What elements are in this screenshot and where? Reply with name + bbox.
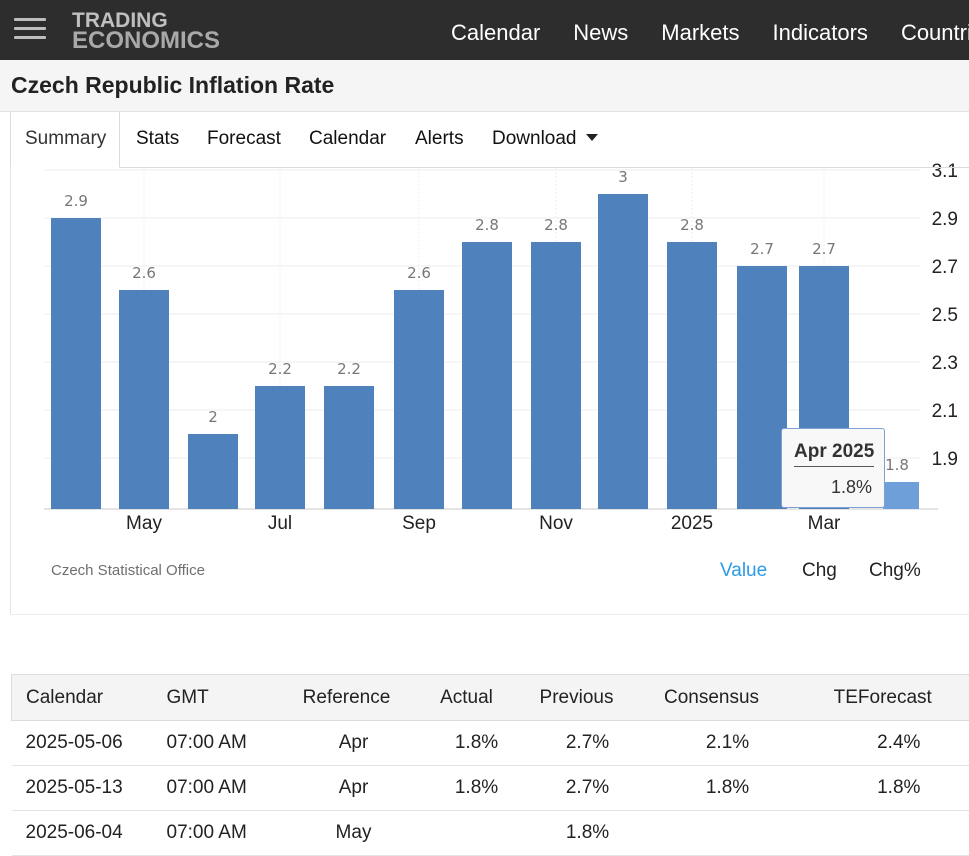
bar bbox=[119, 290, 169, 509]
tab-bar: Summary Stats Forecast Calendar Alerts D… bbox=[10, 112, 969, 168]
tab-summary[interactable]: Summary bbox=[10, 112, 120, 168]
cell-reference: Apr bbox=[287, 766, 407, 811]
bar bbox=[394, 290, 444, 509]
calendar-table: Calendar GMT Reference Actual Previous C… bbox=[11, 674, 969, 856]
y-tick-label: 1.9 bbox=[932, 449, 958, 470]
data-label: 1.8 bbox=[885, 456, 909, 474]
chg-percent-button[interactable]: Chg% bbox=[869, 560, 921, 582]
y-tick-label: 2.5 bbox=[932, 305, 958, 326]
cell-teforecast bbox=[797, 811, 969, 856]
bar bbox=[188, 434, 238, 509]
bar bbox=[883, 482, 919, 509]
header-previous: Previous bbox=[527, 675, 627, 721]
tab-download-label: Download bbox=[492, 128, 577, 149]
tab-calendar[interactable]: Calendar bbox=[309, 128, 386, 150]
bar bbox=[324, 386, 374, 509]
cell-previous: 1.8% bbox=[527, 811, 627, 856]
bar bbox=[598, 194, 648, 509]
tooltip-divider bbox=[794, 466, 874, 467]
cell-actual: 1.8% bbox=[407, 721, 527, 766]
header-reference: Reference bbox=[287, 675, 407, 721]
cell-teforecast: 2.4% bbox=[797, 721, 969, 766]
header-calendar: Calendar bbox=[12, 675, 167, 721]
header-gmt: GMT bbox=[167, 675, 287, 721]
tooltip-date: Apr 2025 bbox=[794, 441, 874, 463]
data-label: 2.6 bbox=[407, 264, 431, 282]
data-label: 2.2 bbox=[337, 360, 361, 378]
y-tick-label: 2.3 bbox=[932, 353, 958, 374]
cell-previous: 2.7% bbox=[527, 721, 627, 766]
value-button[interactable]: Value bbox=[720, 560, 767, 582]
tab-forecast[interactable]: Forecast bbox=[207, 128, 281, 150]
bar bbox=[667, 242, 717, 509]
cell-gmt: 07:00 AM bbox=[167, 721, 287, 766]
cell-reference: Apr bbox=[287, 721, 407, 766]
header-teforecast: TEForecast bbox=[797, 675, 969, 721]
x-tick-label: 2025 bbox=[671, 513, 713, 534]
cell-date: 2025-06-04 bbox=[12, 811, 167, 856]
data-label: 2.8 bbox=[680, 216, 704, 234]
y-tick-label: 2.1 bbox=[932, 401, 958, 422]
bar bbox=[531, 242, 581, 509]
cell-date: 2025-05-06 bbox=[12, 721, 167, 766]
cell-consensus bbox=[627, 811, 797, 856]
x-tick-label: Nov bbox=[539, 513, 573, 534]
header-actual: Actual bbox=[407, 675, 527, 721]
cell-consensus: 2.1% bbox=[627, 721, 797, 766]
table-header-row: Calendar GMT Reference Actual Previous C… bbox=[12, 675, 969, 721]
data-label: 2.6 bbox=[132, 264, 156, 282]
cell-gmt: 07:00 AM bbox=[167, 766, 287, 811]
data-label: 2 bbox=[208, 408, 218, 426]
cell-actual bbox=[407, 811, 527, 856]
source-label: Czech Statistical Office bbox=[51, 562, 205, 579]
data-label: 2.9 bbox=[64, 192, 88, 210]
data-label: 2.8 bbox=[544, 216, 568, 234]
caret-down-icon bbox=[586, 134, 598, 141]
cell-date: 2025-05-13 bbox=[12, 766, 167, 811]
bar bbox=[255, 386, 305, 509]
table-row[interactable]: 2025-06-04 07:00 AM May 1.8% bbox=[12, 811, 969, 856]
tooltip-value: 1.8% bbox=[831, 477, 872, 498]
tab-download[interactable]: Download bbox=[492, 128, 598, 150]
y-tick-label: 2.7 bbox=[932, 257, 958, 278]
tab-stats[interactable]: Stats bbox=[136, 128, 179, 150]
chart-tooltip: Apr 2025 1.8% bbox=[781, 428, 885, 508]
data-label: 2.7 bbox=[812, 240, 836, 258]
chg-button[interactable]: Chg bbox=[802, 560, 837, 582]
data-label: 3 bbox=[618, 168, 628, 186]
cell-teforecast: 1.8% bbox=[797, 766, 969, 811]
header-consensus: Consensus bbox=[627, 675, 797, 721]
bar bbox=[51, 218, 101, 509]
table-row[interactable]: 2025-05-06 07:00 AM Apr 1.8% 2.7% 2.1% 2… bbox=[12, 721, 969, 766]
table-row[interactable]: 2025-05-13 07:00 AM Apr 1.8% 2.7% 1.8% 1… bbox=[12, 766, 969, 811]
data-label: 2.8 bbox=[475, 216, 499, 234]
data-label: 2.7 bbox=[750, 240, 774, 258]
x-tick-label: Sep bbox=[402, 513, 436, 534]
data-label: 2.2 bbox=[268, 360, 292, 378]
x-tick-label: Jul bbox=[268, 513, 292, 534]
tab-alerts[interactable]: Alerts bbox=[415, 128, 464, 150]
bar bbox=[462, 242, 512, 509]
cell-gmt: 07:00 AM bbox=[167, 811, 287, 856]
cell-actual: 1.8% bbox=[407, 766, 527, 811]
tabs: Summary Stats Forecast Calendar Alerts D… bbox=[10, 112, 969, 168]
x-tick-label: Mar bbox=[808, 513, 841, 534]
cell-consensus: 1.8% bbox=[627, 766, 797, 811]
x-tick-label: May bbox=[126, 513, 162, 534]
cell-reference: May bbox=[287, 811, 407, 856]
y-tick-label: 2.9 bbox=[932, 209, 958, 230]
bar bbox=[737, 266, 787, 509]
cell-previous: 2.7% bbox=[527, 766, 627, 811]
